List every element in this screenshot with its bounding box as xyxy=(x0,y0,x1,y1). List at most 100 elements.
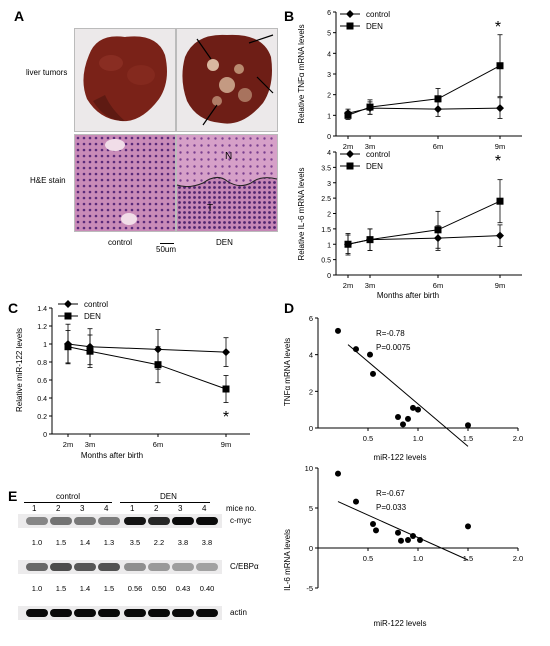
blot-band xyxy=(26,609,48,617)
x-tick-label: 0.5 xyxy=(363,554,373,563)
blot-strip-actin xyxy=(18,606,222,620)
y-tick-label: 0 xyxy=(43,432,47,439)
blot-band xyxy=(74,517,96,525)
legend-label: control xyxy=(366,10,390,19)
y-tick-label: 1.5 xyxy=(321,227,331,234)
panel-letter-e: E xyxy=(8,488,18,504)
chart-d-bottom: -5 0 5 10 0.5 1.0 1.5 2.0 IL-6 mRNA levels miR-12… xyxy=(283,464,523,628)
blot-group-line-den xyxy=(120,502,210,503)
blot-band xyxy=(172,563,194,571)
lane-number: 4 xyxy=(202,504,207,513)
band-density-value: 2.2 xyxy=(153,538,165,547)
band-density-value: 0.56 xyxy=(127,584,143,593)
legend-marker xyxy=(346,10,354,18)
y-tick-label: 2 xyxy=(309,387,313,396)
blot-row-label: actin xyxy=(230,608,247,617)
data-point-den xyxy=(366,103,374,111)
stat-label: P=0.033 xyxy=(376,503,407,512)
scale-bar xyxy=(160,243,174,244)
x-tick-label: 1.0 xyxy=(413,434,423,443)
regression-line xyxy=(347,344,469,447)
legend-label: control xyxy=(84,300,108,309)
blot-band xyxy=(172,609,194,617)
blot-group-control: control xyxy=(56,492,81,501)
blot-strip-cmyc xyxy=(18,514,222,528)
y-axis-label: TNFα mRNA levels xyxy=(283,338,292,406)
y-tick-label: 1.2 xyxy=(37,324,47,331)
regression-line xyxy=(337,501,469,561)
blot-band xyxy=(98,563,120,571)
scatter-point xyxy=(465,523,471,530)
significance-star: * xyxy=(495,153,501,170)
stat-label: P=0.0075 xyxy=(376,343,411,352)
band-density-value: 0.43 xyxy=(175,584,191,593)
x-tick-label: 9m xyxy=(495,142,505,151)
scatter-point xyxy=(405,415,411,422)
he-label-n: N xyxy=(225,151,232,162)
blot-band xyxy=(74,563,96,571)
row-label-he-stain: H&E stain xyxy=(30,176,66,185)
x-tick-label: 3m xyxy=(365,281,375,290)
y-axis-label: Relative miR-122 levels xyxy=(15,328,24,412)
blot-group-den: DEN xyxy=(160,492,177,501)
y-tick-label: 4 xyxy=(327,51,331,58)
y-tick-label: 3 xyxy=(327,72,331,79)
y-tick-label: 0 xyxy=(309,544,313,553)
y-tick-label: 0 xyxy=(309,424,313,433)
series-line-control xyxy=(67,343,227,353)
scale-bar-label: 50um xyxy=(156,245,177,254)
x-tick-label: 2.0 xyxy=(513,554,523,563)
lane-number: 4 xyxy=(104,504,109,513)
y-tick-label: 1.4 xyxy=(37,306,47,313)
blot-band xyxy=(124,563,146,571)
y-tick-label: 1 xyxy=(43,342,47,349)
y-tick-label: 5 xyxy=(327,31,331,38)
x-tick-label: 3m xyxy=(365,142,375,151)
data-point-control xyxy=(496,104,504,113)
panel-letter-d: D xyxy=(284,300,295,316)
data-point-den xyxy=(496,62,504,70)
y-tick-label: 0.5 xyxy=(321,258,331,265)
scatter-point xyxy=(400,421,406,428)
blot-band xyxy=(26,517,48,525)
scatter-point xyxy=(370,370,376,377)
data-point-control xyxy=(496,231,504,240)
x-tick-label: 2m xyxy=(63,440,73,449)
scatter-point xyxy=(395,414,401,420)
y-axis-label: Relative IL-6 mRNA levels xyxy=(297,168,306,261)
y-tick-label: 0 xyxy=(327,134,331,141)
y-tick-label: 5 xyxy=(309,504,313,513)
blot-band xyxy=(26,563,48,571)
blot-band xyxy=(196,517,218,525)
liver-photo-control xyxy=(74,28,176,132)
y-tick-label: 0.8 xyxy=(37,360,47,367)
scatter-point xyxy=(405,537,411,543)
row-label-liver-tumors: liver tumors xyxy=(26,68,68,77)
y-tick-label: -5 xyxy=(306,584,313,593)
lane-number: 3 xyxy=(178,504,183,513)
chart-b-bottom: 0 0.5 1 1.5 2 2.5 3 3.5 4 2m 3m 6m 9m Relative IL-6 m… xyxy=(297,150,522,300)
band-density-value: 3.8 xyxy=(201,538,213,547)
legend-label: DEN xyxy=(366,22,383,31)
band-density-value: 1.5 xyxy=(55,584,67,593)
scatter-point xyxy=(353,498,359,505)
blot-band xyxy=(196,563,218,571)
y-tick-label: 3.5 xyxy=(321,165,331,172)
blot-band xyxy=(50,563,72,571)
x-axis-label: Months after birth xyxy=(81,451,143,460)
scatter-point xyxy=(335,470,341,477)
x-axis-label: miR-122 levels xyxy=(374,453,427,462)
band-density-value: 1.0 xyxy=(31,538,43,547)
lane-number: 2 xyxy=(154,504,159,513)
band-density-value: 1.5 xyxy=(103,584,115,593)
scatter-point xyxy=(417,537,423,543)
legend-label: control xyxy=(366,150,390,159)
blot-band xyxy=(74,609,96,617)
x-tick-label: 1.0 xyxy=(413,554,423,563)
y-axis-label: IL-6 mRNA levels xyxy=(283,529,292,591)
blot-band xyxy=(50,517,72,525)
series-line-den xyxy=(347,65,501,116)
legend-marker xyxy=(346,22,354,30)
scatter-point xyxy=(465,422,471,429)
